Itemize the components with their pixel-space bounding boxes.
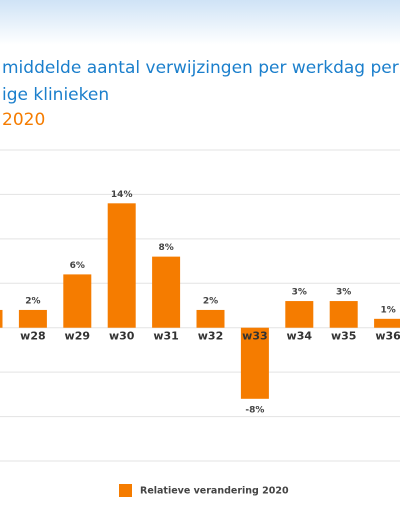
chart-title: ige klinieken	[2, 85, 109, 105]
value-label: 14%	[111, 190, 133, 200]
chart-subtitle: 2020	[2, 110, 45, 130]
bar	[107, 203, 136, 328]
bar	[285, 301, 314, 328]
x-tick-label: w32	[198, 330, 223, 343]
value-label: 8%	[158, 243, 173, 253]
value-label: 6%	[70, 261, 85, 271]
bar	[329, 301, 358, 328]
bar	[63, 274, 92, 328]
chart-title: middelde aantal verwijzingen per werkdag…	[2, 58, 400, 78]
x-tick-label: w34	[287, 330, 313, 343]
bar	[18, 309, 47, 328]
x-tick-label: w28	[20, 330, 45, 343]
value-label: -8%	[245, 405, 264, 415]
x-tick-label: w29	[65, 330, 90, 343]
bar	[240, 327, 269, 399]
header-band	[0, 0, 400, 45]
value-label: 2%	[25, 296, 40, 306]
x-tick-label: w36	[375, 330, 400, 343]
legend-label: Relatieve verandering 2020	[140, 486, 289, 497]
value-label: 1%	[380, 305, 395, 315]
bar	[374, 318, 400, 328]
bar	[196, 309, 225, 328]
legend-swatch	[119, 484, 132, 497]
value-label: 3%	[292, 288, 307, 298]
x-tick-label: w31	[153, 330, 178, 343]
x-tick-label: w35	[331, 330, 356, 343]
bar	[152, 256, 181, 328]
x-tick-label: w33	[242, 330, 267, 343]
x-tick-label: w30	[109, 330, 135, 343]
bar	[0, 309, 3, 328]
value-label: 3%	[336, 288, 351, 298]
value-label: 2%	[203, 296, 218, 306]
